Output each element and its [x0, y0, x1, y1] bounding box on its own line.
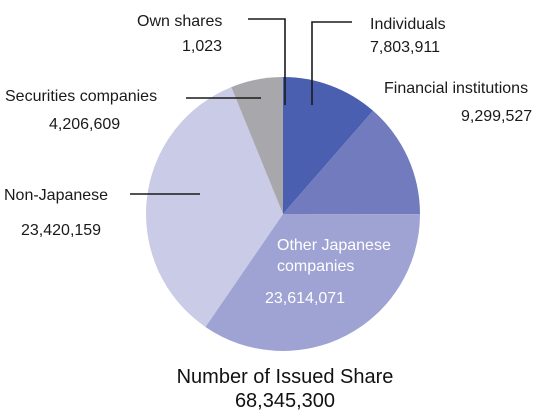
slice-label-non-japanese: Non-Japanese [4, 187, 108, 204]
pie-slice-other-japanese-companies [205, 214, 420, 352]
slice-label-other-japanese-companies-line-2: companies [277, 258, 354, 275]
slice-value-own-shares: 1,023 [182, 38, 222, 55]
pie-slice-financial-institutions [283, 110, 420, 215]
slice-label-financial-institutions: Financial institutions [384, 80, 528, 97]
slice-value-securities-companies: 4,206,609 [49, 116, 120, 133]
pie-slice-individuals [283, 77, 374, 214]
pie-slice-securities-companies [231, 77, 283, 214]
pie-chart: Individuals 7,803,911 Financial institutio… [4, 13, 532, 352]
slice-label-individuals: Individuals [370, 16, 446, 33]
slice-label-securities-companies: Securities companies [5, 88, 157, 105]
slice-value-non-japanese: 23,420,159 [21, 222, 101, 239]
slice-value-individuals: 7,803,911 [370, 39, 440, 56]
slice-value-other-japanese-companies: 23,614,071 [265, 290, 345, 307]
slice-value-financial-institutions: 9,299,527 [461, 108, 532, 125]
chart-caption-total: 68,345,300 [234, 390, 336, 412]
slice-label-own-shares: Own shares [137, 13, 222, 30]
leader-line-individuals [311, 21, 352, 105]
pie-slice-non-japanese [145, 87, 283, 327]
chart-caption-title: Number of Issued Share [176, 366, 394, 388]
leader-line-own-shares [248, 18, 286, 105]
slice-label-other-japanese-companies-line-1: Other Japanese [277, 237, 391, 254]
